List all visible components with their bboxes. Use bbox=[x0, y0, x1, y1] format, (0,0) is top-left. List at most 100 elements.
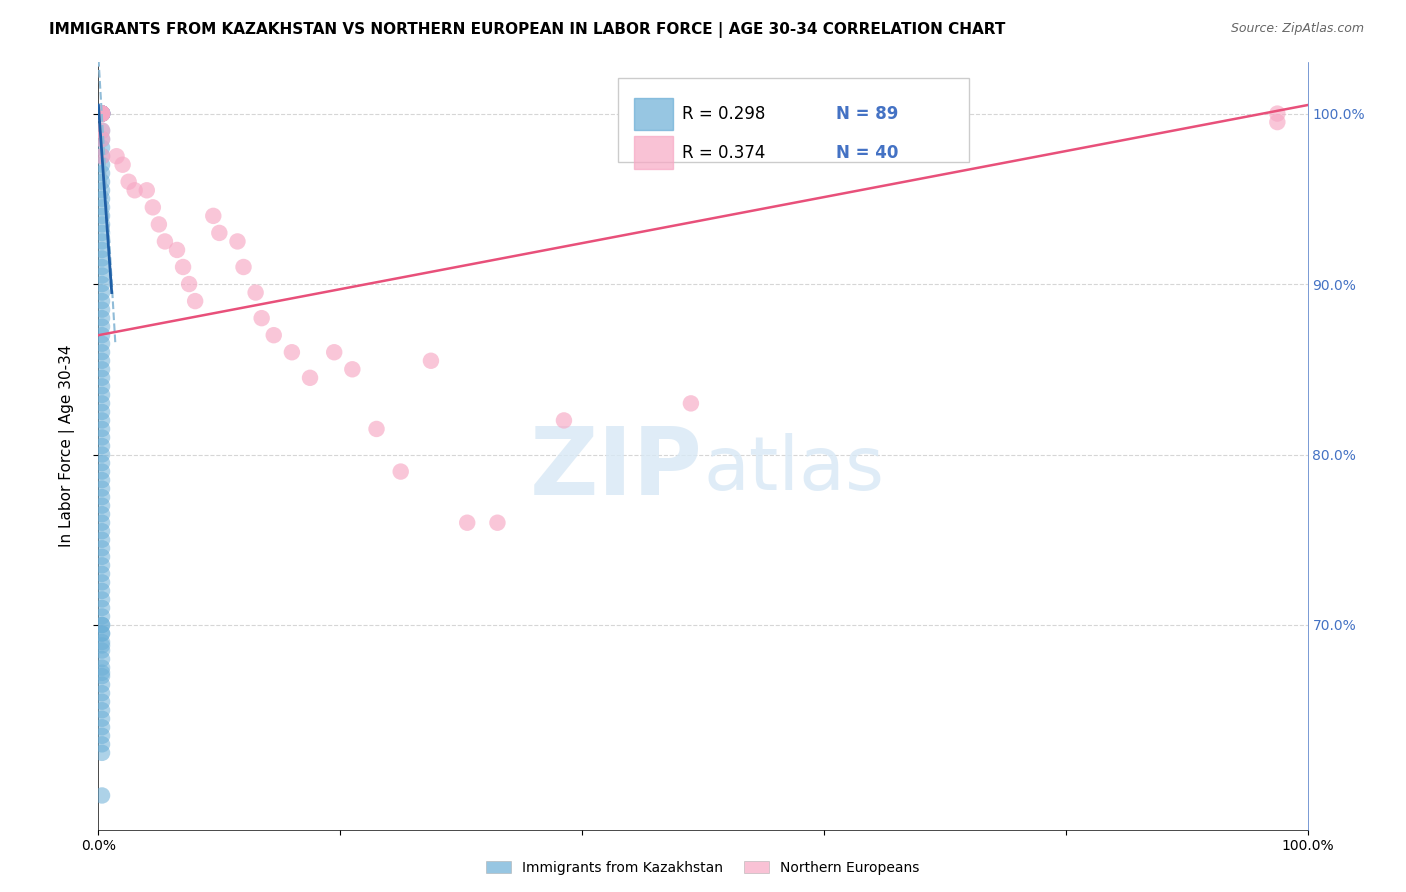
Point bbox=[366, 422, 388, 436]
Point bbox=[91, 456, 114, 470]
Point bbox=[342, 362, 364, 376]
Point bbox=[91, 106, 114, 120]
Point bbox=[91, 626, 114, 640]
Point bbox=[91, 448, 114, 462]
Point bbox=[91, 583, 114, 598]
Point bbox=[91, 158, 114, 172]
Point bbox=[184, 294, 207, 309]
Point bbox=[91, 678, 114, 692]
Point bbox=[208, 226, 231, 240]
Point bbox=[91, 106, 114, 120]
Point bbox=[91, 319, 114, 334]
Point bbox=[91, 422, 114, 436]
Point bbox=[91, 665, 114, 680]
Point bbox=[263, 328, 285, 343]
Point bbox=[91, 106, 114, 120]
Point bbox=[91, 635, 114, 649]
Point bbox=[299, 371, 322, 385]
Point bbox=[179, 277, 201, 291]
Point bbox=[91, 302, 114, 317]
Y-axis label: In Labor Force | Age 30-34: In Labor Force | Age 30-34 bbox=[59, 344, 75, 548]
FancyBboxPatch shape bbox=[634, 136, 672, 169]
Point bbox=[323, 345, 346, 359]
Text: ZIP: ZIP bbox=[530, 423, 703, 515]
Point bbox=[91, 482, 114, 496]
Point bbox=[1267, 115, 1289, 129]
Point bbox=[91, 652, 114, 666]
Point bbox=[91, 524, 114, 539]
Point bbox=[202, 209, 225, 223]
Point bbox=[91, 473, 114, 487]
Point bbox=[91, 123, 114, 137]
Point bbox=[91, 226, 114, 240]
Point bbox=[91, 209, 114, 223]
Point bbox=[91, 106, 114, 120]
Point bbox=[91, 533, 114, 547]
Point bbox=[91, 618, 114, 632]
Text: Source: ZipAtlas.com: Source: ZipAtlas.com bbox=[1230, 22, 1364, 36]
Point bbox=[142, 200, 165, 214]
Point bbox=[91, 268, 114, 283]
Point bbox=[91, 132, 114, 146]
Point bbox=[91, 149, 114, 163]
Point bbox=[91, 175, 114, 189]
Point bbox=[118, 175, 141, 189]
Point bbox=[91, 465, 114, 479]
Point bbox=[91, 371, 114, 385]
Point bbox=[91, 703, 114, 717]
Point bbox=[91, 235, 114, 249]
Point bbox=[91, 218, 114, 232]
Point bbox=[91, 396, 114, 410]
Point bbox=[91, 106, 114, 120]
Point bbox=[91, 149, 114, 163]
Point bbox=[111, 158, 134, 172]
Point bbox=[124, 183, 146, 197]
Point bbox=[226, 235, 249, 249]
Point bbox=[91, 558, 114, 573]
Point bbox=[91, 430, 114, 444]
Point bbox=[91, 285, 114, 300]
FancyBboxPatch shape bbox=[619, 78, 969, 162]
Legend: Immigrants from Kazakhstan, Northern Europeans: Immigrants from Kazakhstan, Northern Eur… bbox=[481, 855, 925, 880]
Point bbox=[91, 639, 114, 653]
Point bbox=[91, 132, 114, 146]
Point bbox=[91, 200, 114, 214]
Text: R = 0.374: R = 0.374 bbox=[682, 144, 766, 161]
Point bbox=[91, 345, 114, 359]
Point bbox=[91, 243, 114, 257]
Point bbox=[166, 243, 188, 257]
Point bbox=[91, 618, 114, 632]
Point bbox=[91, 336, 114, 351]
Point bbox=[91, 746, 114, 760]
Point bbox=[91, 566, 114, 581]
FancyBboxPatch shape bbox=[634, 98, 672, 130]
Point bbox=[91, 106, 114, 120]
Point bbox=[91, 388, 114, 402]
Point bbox=[91, 609, 114, 624]
Point bbox=[172, 260, 194, 274]
Point bbox=[91, 141, 114, 155]
Point bbox=[91, 712, 114, 726]
Point bbox=[91, 106, 114, 120]
Point bbox=[91, 660, 114, 674]
Point bbox=[91, 106, 114, 120]
Point bbox=[91, 737, 114, 751]
Point bbox=[91, 294, 114, 309]
Point bbox=[91, 183, 114, 197]
Point bbox=[91, 541, 114, 556]
Point bbox=[91, 328, 114, 343]
Point bbox=[91, 695, 114, 709]
Point bbox=[486, 516, 509, 530]
Point bbox=[245, 285, 267, 300]
Point bbox=[91, 362, 114, 376]
Point bbox=[91, 106, 114, 120]
Point bbox=[91, 413, 114, 427]
Point bbox=[91, 106, 114, 120]
Point bbox=[91, 626, 114, 640]
Point bbox=[281, 345, 304, 359]
Point bbox=[91, 729, 114, 743]
Point bbox=[91, 601, 114, 615]
Point bbox=[91, 720, 114, 734]
Text: N = 40: N = 40 bbox=[837, 144, 898, 161]
Point bbox=[91, 643, 114, 657]
